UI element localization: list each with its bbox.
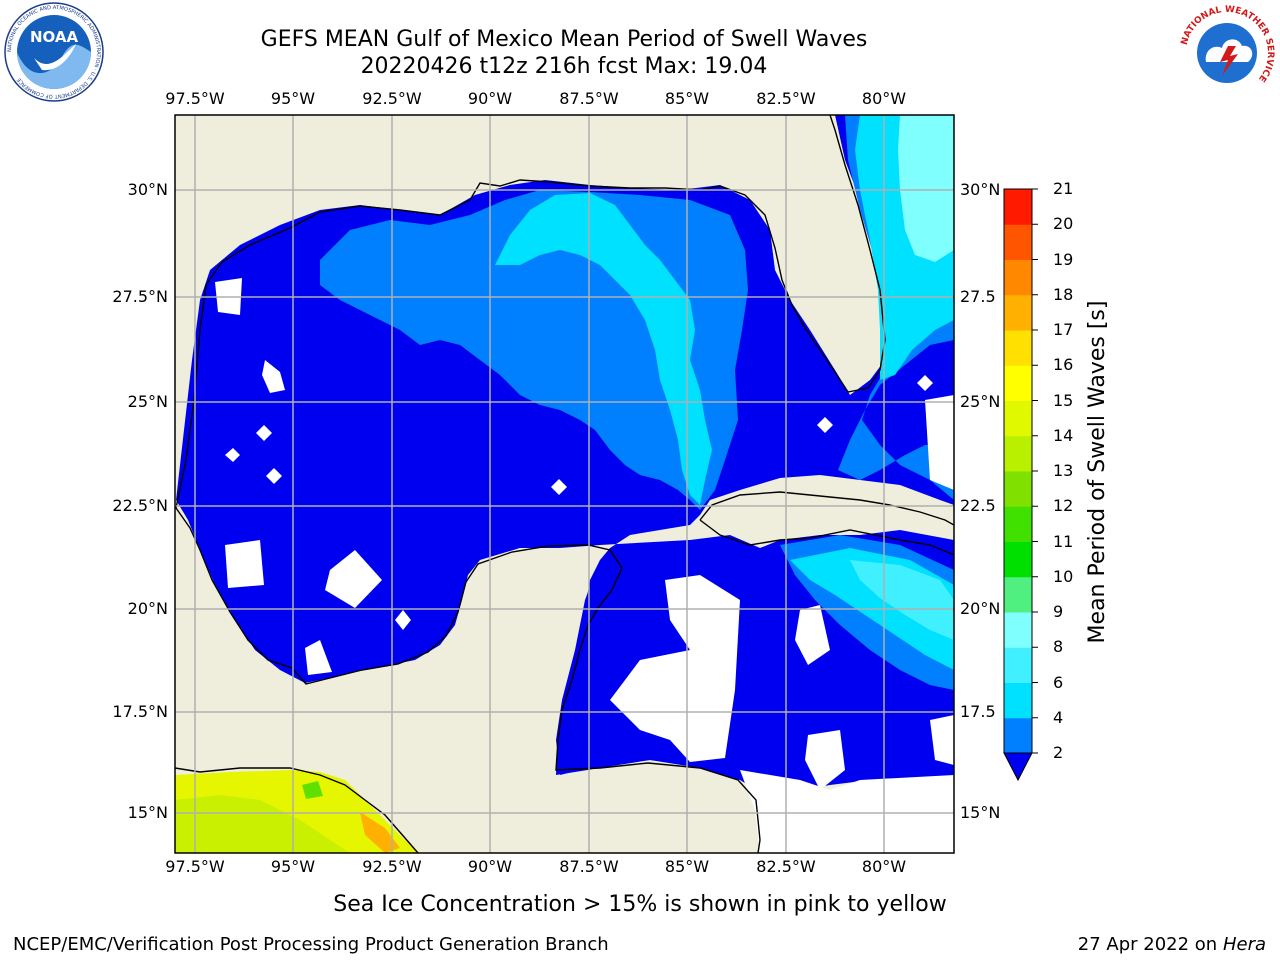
colorbar-tick-label: 6 <box>1053 672 1064 692</box>
colorbar-extend-arrow <box>1003 752 1033 782</box>
lat-label-left-3: 25°N <box>127 392 168 411</box>
lon-label-bottom-2: 95°W <box>270 857 316 876</box>
footer-date: 27 Apr 2022 on Hera <box>1078 934 1266 955</box>
colorbar-tick-label: 9 <box>1053 602 1064 621</box>
coastlines <box>175 115 954 853</box>
footer-credit: NCEP/EMC/Verification Post Processing Pr… <box>13 934 609 955</box>
lon-label-top-7: 82.5°W <box>756 89 816 108</box>
colorbar-tick-label: 16 <box>1053 355 1074 375</box>
lat-label-left-7: 15°N <box>127 803 168 822</box>
no-data-patches <box>215 278 954 853</box>
pacific-green-region <box>175 795 350 853</box>
sea-ice-note: Sea Ice Concentration > 15% is shown in … <box>333 892 947 917</box>
graticule <box>175 115 954 853</box>
lat-label-left-2: 27.5°N <box>112 287 168 306</box>
lat-label-left-1: 30°N <box>127 180 168 199</box>
colorbar-tick-label: 8 <box>1053 637 1064 657</box>
chart-subtitle: 20220426 t12z 216h fcst Max: 19.04 <box>360 54 768 79</box>
lon-label-bottom-3: 92.5°W <box>362 857 422 876</box>
colorbar-tick-label: 18 <box>1053 284 1074 304</box>
lon-label-top-2: 95°W <box>270 89 316 108</box>
lon-label-bottom-5: 87.5°W <box>559 857 619 876</box>
lon-label-bottom-4: 90°W <box>467 857 513 876</box>
map-frame <box>174 114 955 854</box>
lon-label-bottom-1: 97.5°W <box>165 857 225 876</box>
lat-label-left-5: 20°N <box>127 599 168 618</box>
lat-label-left-4: 22.5°N <box>112 496 168 515</box>
colorbar-tick-label: 17 <box>1053 320 1074 339</box>
colorbar <box>1003 188 1033 782</box>
noaa-wordmark: NOAA <box>30 28 79 46</box>
colorbar-tick-label: 20 <box>1053 214 1074 234</box>
colorbar-tick-label: 11 <box>1053 531 1074 551</box>
pacific-orange-patch <box>360 812 400 853</box>
lat-label-right-7: 15°N <box>960 803 1001 822</box>
lon-label-bottom-8: 80°W <box>861 857 907 876</box>
lon-label-top-5: 87.5°W <box>559 89 619 108</box>
swell-band-4-6s <box>495 193 712 505</box>
lat-label-right-6: 17.5 <box>960 702 996 721</box>
pacific-lime-patch <box>302 781 323 799</box>
lat-label-right-5: 20°N <box>960 599 1001 618</box>
chart-title: GEFS MEAN Gulf of Mexico Mean Period of … <box>260 27 868 52</box>
lat-label-right-2: 27.5 <box>960 287 996 306</box>
lat-label-right-1: 30°N <box>960 180 1001 199</box>
colorbar-label: Mean Period of Swell Waves [s] <box>1085 300 1110 644</box>
colorbar-tick-label: 12 <box>1053 496 1074 516</box>
footer-machine: Hera <box>1222 934 1266 955</box>
footer-date-text: 27 Apr 2022 on <box>1077 934 1218 955</box>
nws-logo: NATIONAL WEATHER SERVICE <box>1178 4 1276 102</box>
colorbar-tick-label: 15 <box>1053 390 1074 410</box>
lon-label-bottom-7: 82.5°W <box>756 857 816 876</box>
lat-label-right-3: 25°N <box>960 392 1001 411</box>
lon-label-bottom-6: 85°W <box>664 857 710 876</box>
colorbar-tick-label: 19 <box>1053 249 1074 269</box>
colorbar-tick-label: 10 <box>1053 566 1074 586</box>
lon-label-top-8: 80°W <box>861 89 907 108</box>
colorbar-tick-label: 2 <box>1053 743 1064 762</box>
noaa-logo: NATIONAL OCEANIC AND ATMOSPHERIC ADMINIS… <box>4 2 104 102</box>
lat-label-left-6: 17.5°N <box>112 702 168 721</box>
swell-band-6-8s <box>898 115 954 262</box>
lon-label-top-1: 97.5°W <box>165 89 225 108</box>
colorbar-tick-label: 4 <box>1053 707 1064 727</box>
colorbar-tick-label: 21 <box>1053 179 1074 198</box>
colorbar-tick-label: 14 <box>1053 425 1074 445</box>
lon-label-top-3: 92.5°W <box>362 89 422 108</box>
lon-label-top-4: 90°W <box>467 89 513 108</box>
lat-label-right-4: 22.5 <box>960 496 996 515</box>
lon-label-top-6: 85°W <box>664 89 710 108</box>
colorbar-tick-label: 13 <box>1053 461 1074 480</box>
swell-band-6-8s-caribbean <box>850 560 954 640</box>
